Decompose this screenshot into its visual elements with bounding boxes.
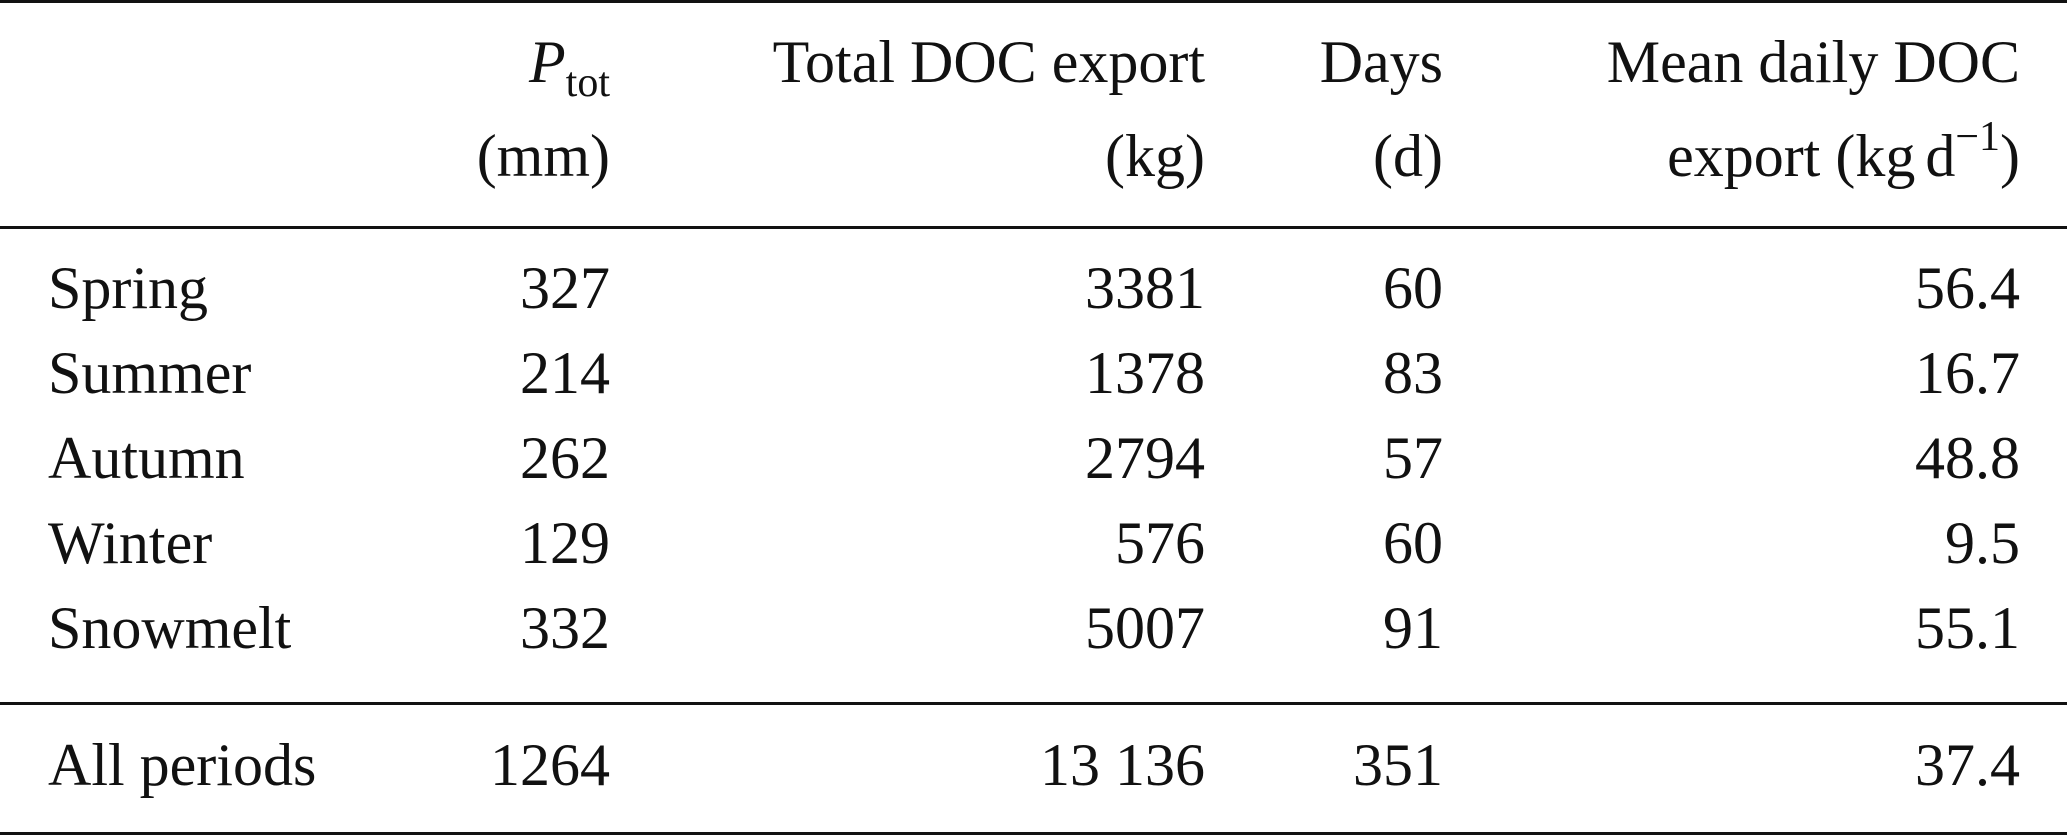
header-days-unit: (d)	[1373, 123, 1443, 189]
period-label: Autumn	[48, 425, 245, 491]
days-value: 57	[1383, 425, 1443, 491]
doc-daily-unit-suffix: )	[2000, 123, 2020, 189]
total-rule	[0, 702, 2067, 705]
header-rule	[0, 226, 2067, 229]
period-label: Winter	[48, 510, 213, 576]
doc-daily-value: 56.4	[1915, 255, 2020, 321]
ptot-subscript: tot	[565, 60, 610, 106]
ptot-symbol: P	[529, 29, 566, 95]
header-ptot-unit: (mm)	[476, 123, 610, 189]
total-doc-total-value: 13 136	[1040, 732, 1205, 798]
days-value: 83	[1383, 340, 1443, 406]
ptot-value: 327	[520, 255, 610, 321]
header-doc-total-unit: (kg)	[1105, 123, 1205, 189]
period-label: Snowmelt	[48, 595, 292, 661]
header-ptot: Ptot	[360, 29, 610, 104]
total-days-value: 351	[1353, 732, 1443, 798]
doc-daily-value: 48.8	[1915, 425, 2020, 491]
header-days: Days	[1319, 29, 1443, 95]
header-doc-daily: Mean daily DOC	[1606, 29, 2020, 95]
days-value: 91	[1383, 595, 1443, 661]
bottom-rule	[0, 832, 2067, 835]
days-value: 60	[1383, 255, 1443, 321]
doc-daily-unit-d: d	[1925, 123, 1956, 189]
ptot-value: 129	[520, 510, 610, 576]
header-doc-total: Total DOC export	[772, 29, 1205, 95]
ptot-value: 214	[520, 340, 610, 406]
doc-daily-value: 9.5	[1945, 510, 2020, 576]
total-ptot-value: 1264	[490, 732, 610, 798]
total-period-label: All periods	[48, 732, 317, 798]
doc-total-value: 3381	[1085, 255, 1205, 321]
period-label: Summer	[48, 340, 252, 406]
days-value: 60	[1383, 510, 1443, 576]
top-rule	[0, 0, 2067, 3]
doc-total-value: 576	[1115, 510, 1205, 576]
doc-total-value: 1378	[1085, 340, 1205, 406]
doc-daily-unit-prefix: export (kg	[1667, 123, 1916, 189]
doc-daily-unit-exponent: −1	[1955, 114, 2001, 160]
doc-daily-value: 55.1	[1915, 595, 2020, 661]
ptot-value: 262	[520, 425, 610, 491]
ptot-value: 332	[520, 595, 610, 661]
period-label: Spring	[48, 255, 209, 321]
header-doc-daily-unit: export (kg d−1)	[1460, 116, 2020, 189]
doc-total-value: 2794	[1085, 425, 1205, 491]
total-doc-daily-value: 37.4	[1915, 732, 2020, 798]
doc-total-value: 5007	[1085, 595, 1205, 661]
doc-daily-value: 16.7	[1915, 340, 2020, 406]
